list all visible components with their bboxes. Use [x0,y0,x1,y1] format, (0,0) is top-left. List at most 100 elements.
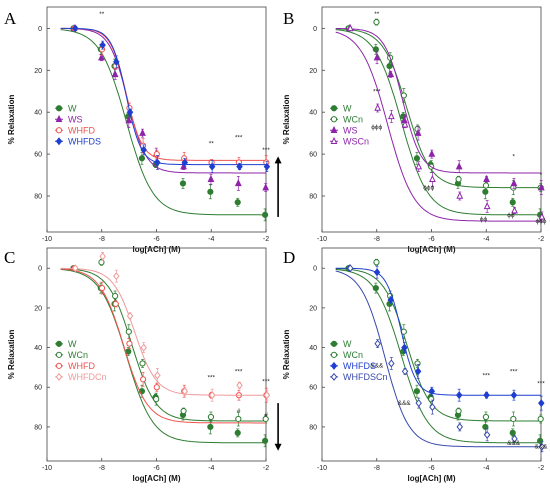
legend-marker [330,372,338,381]
x-tick-label: -8 [99,465,105,472]
fit-curve [60,268,266,424]
x-tick-label: -2 [263,236,269,243]
data-point [538,399,545,408]
y-tick-label: 40 [34,110,42,117]
series-WCn [335,18,544,195]
fit-curve [335,268,541,422]
x-tick-label: -6 [153,465,159,472]
x-tick-label: -2 [538,465,544,472]
panel-B: B -10 -8 -6 -4 -2 0 20 40 60 80 log[ACh] (M) % Relax… [282,6,550,254]
data-point [263,162,271,171]
data-point [207,413,215,421]
significance-label: ** [374,11,380,18]
y-tick-label: 0 [313,26,317,33]
significance-label: &&& [507,440,521,447]
legend-label: WHFDS [343,361,376,371]
data-point [98,259,105,266]
x-tick-label: -8 [374,236,380,243]
x-axis-label: log[ACh] (M) [408,245,456,254]
legend-label: W [68,339,77,349]
data-point [72,24,79,33]
panel-label: C [4,248,15,267]
series-WSCn [335,24,546,223]
data-point [126,108,134,117]
data-point [401,120,409,128]
series-WCn [60,258,269,427]
legend-marker [55,137,63,146]
series-WHFD [60,265,270,424]
x-tick-label: -6 [428,465,434,472]
legend-label: WS [68,114,83,124]
data-point [140,343,147,352]
data-point [455,176,462,183]
data-point [262,415,269,423]
data-point [428,396,435,403]
y-tick-label: 20 [309,305,317,312]
arrow-head [274,443,282,451]
data-point [414,367,422,376]
data-point [387,70,395,78]
y-tick-label: 60 [34,152,42,159]
data-point [179,180,187,187]
data-point [511,206,518,214]
legend-marker [330,136,338,144]
significance-label: ϕϕϕ [423,185,434,192]
data-point [372,46,379,53]
data-point [181,387,189,396]
y-tick-label: 80 [309,194,317,201]
data-point [415,399,422,408]
data-point [537,415,544,423]
y-tick-label: 40 [309,345,317,352]
data-point [413,388,421,395]
fit-curve [335,28,541,189]
data-point [262,211,269,218]
data-point [537,183,545,191]
data-point [139,128,146,136]
fit-curve [335,28,541,174]
data-point [510,391,518,400]
y-tick-label: 80 [309,424,317,431]
fit-curve [335,267,541,396]
data-point [401,343,408,352]
data-point [207,188,214,195]
data-point [374,103,382,111]
fit-curve [60,268,266,422]
significance-label: *** [207,374,215,381]
series-WS [335,24,545,195]
fit-curve [60,28,266,174]
y-axis-label: % Relaxation [282,329,291,379]
significance-label: *** [510,368,518,375]
data-point [207,174,215,182]
y-tick-label: 20 [309,68,317,75]
data-point [140,376,147,383]
data-point [140,145,147,154]
y-tick-label: 40 [34,345,42,352]
legend-label: WHFDCn [68,372,107,382]
significance-label: # [237,408,241,415]
data-point [208,391,216,400]
x-tick-label: -10 [317,236,327,243]
legend-label: WCn [343,114,363,124]
significance-label: &&& [534,444,548,451]
legend-marker [330,340,338,347]
data-point [414,128,422,136]
data-point [509,199,516,206]
significance-label: &&& [370,362,384,369]
data-point [401,367,409,376]
x-axis-label: log[ACh] (M) [408,474,456,483]
series-WHFDS [60,24,271,174]
data-point [455,391,463,400]
significance-label: *** [262,378,270,385]
data-point [236,381,243,390]
data-point [113,57,120,66]
y-tick-label: 80 [34,194,42,201]
x-tick-label: -10 [42,465,52,472]
series-WHFDSCn [335,264,546,453]
x-tick-label: -2 [263,465,269,472]
data-point [347,264,354,273]
legend-label: WHFD [68,125,95,135]
data-point [482,423,489,431]
data-point [207,423,214,431]
y-tick-label: 60 [34,385,42,392]
